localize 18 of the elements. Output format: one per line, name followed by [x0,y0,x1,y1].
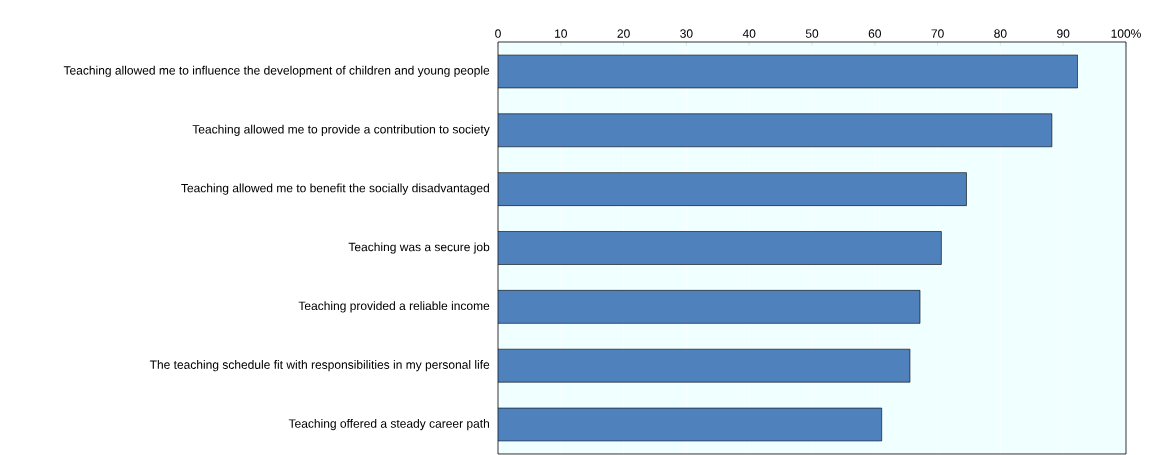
y-tick-label: Teaching allowed me to provide a contribution to society [192,124,490,136]
y-tick-label: The teaching schedule fit with responsibilities in my personal life [149,360,490,372]
y-tick-label: Teaching was a secure job [348,242,490,254]
y-tick-label: Teaching allowed me to benefit the socially disadvantaged [181,183,489,195]
x-tick-label: 80 [994,29,1007,38]
x-tick-label: 0 [495,29,501,38]
y-tick-label: Teaching provided a reliable income [298,301,490,313]
x-tick-label: 100% [1111,29,1141,38]
x-tick-label: 30 [680,29,693,38]
x-tick-label: 40 [742,29,756,38]
x-tick-label: 70 [931,29,944,38]
x-tick-label: 90 [1057,29,1070,38]
x-tick-label: 50 [805,29,819,38]
x-tick-label: 20 [617,29,630,38]
y-tick-label: Teaching allowed me to influence the development of children and young people [63,65,490,78]
y-tick-label: Teaching offered a steady career path [288,418,489,431]
x-tick-label: 60 [868,29,881,38]
x-tick-label: 10 [555,29,568,38]
